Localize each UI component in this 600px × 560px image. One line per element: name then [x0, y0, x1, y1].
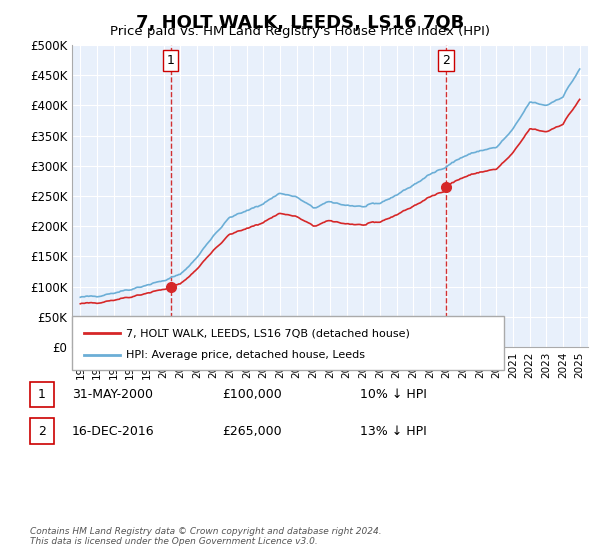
Text: Price paid vs. HM Land Registry's House Price Index (HPI): Price paid vs. HM Land Registry's House …: [110, 25, 490, 38]
Text: Contains HM Land Registry data © Crown copyright and database right 2024.
This d: Contains HM Land Registry data © Crown c…: [30, 526, 382, 546]
Text: HPI: Average price, detached house, Leeds: HPI: Average price, detached house, Leed…: [126, 349, 365, 360]
Text: £265,000: £265,000: [222, 424, 281, 438]
Text: 10% ↓ HPI: 10% ↓ HPI: [360, 388, 427, 402]
Text: 1: 1: [38, 388, 46, 402]
Text: 31-MAY-2000: 31-MAY-2000: [72, 388, 153, 402]
Text: 2: 2: [442, 54, 450, 67]
Text: 1: 1: [167, 54, 175, 67]
Text: 7, HOLT WALK, LEEDS, LS16 7QB (detached house): 7, HOLT WALK, LEEDS, LS16 7QB (detached …: [126, 328, 410, 338]
Text: 2: 2: [38, 424, 46, 438]
Text: 7, HOLT WALK, LEEDS, LS16 7QB: 7, HOLT WALK, LEEDS, LS16 7QB: [136, 14, 464, 32]
Text: 16-DEC-2016: 16-DEC-2016: [72, 424, 155, 438]
Text: £100,000: £100,000: [222, 388, 282, 402]
Text: 13% ↓ HPI: 13% ↓ HPI: [360, 424, 427, 438]
